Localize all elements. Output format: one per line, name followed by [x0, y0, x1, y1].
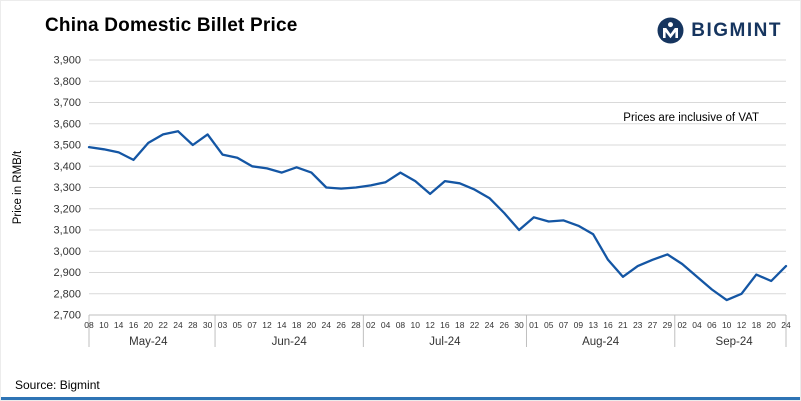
- svg-text:10: 10: [99, 320, 109, 330]
- svg-text:14: 14: [114, 320, 124, 330]
- svg-text:14: 14: [277, 320, 287, 330]
- svg-text:3,700: 3,700: [53, 97, 81, 109]
- svg-text:18: 18: [292, 320, 302, 330]
- svg-text:06: 06: [707, 320, 717, 330]
- svg-text:05: 05: [233, 320, 243, 330]
- svg-text:Jul-24: Jul-24: [429, 336, 461, 348]
- svg-text:12: 12: [737, 320, 747, 330]
- svg-text:3,900: 3,900: [53, 55, 81, 67]
- bottom-accent-bar: [1, 397, 800, 400]
- svg-text:29: 29: [663, 320, 673, 330]
- svg-text:01: 01: [529, 320, 539, 330]
- svg-text:18: 18: [752, 320, 762, 330]
- svg-text:20: 20: [307, 320, 317, 330]
- svg-text:2,700: 2,700: [53, 310, 81, 322]
- bigmint-logo-icon: [657, 17, 684, 44]
- svg-text:Price in RMB/t: Price in RMB/t: [12, 150, 24, 224]
- svg-text:03: 03: [218, 320, 228, 330]
- svg-text:21: 21: [618, 320, 628, 330]
- svg-text:07: 07: [247, 320, 257, 330]
- svg-text:26: 26: [336, 320, 346, 330]
- billet-price-chart: 2,700 2,800 2,900 3,000 3,100 3,200 3,300 3,400…: [12, 55, 791, 349]
- svg-text:24: 24: [173, 320, 183, 330]
- svg-text:04: 04: [692, 320, 702, 330]
- svg-text:09: 09: [574, 320, 584, 330]
- svg-text:Aug-24: Aug-24: [582, 336, 620, 348]
- chart-area: 2,700 2,800 2,900 3,000 3,100 3,200 3,300 3,400…: [1, 45, 800, 357]
- svg-text:2,900: 2,900: [53, 267, 81, 279]
- svg-text:3,000: 3,000: [53, 246, 81, 258]
- svg-text:22: 22: [470, 320, 480, 330]
- svg-text:02: 02: [366, 320, 376, 330]
- svg-text:30: 30: [514, 320, 524, 330]
- svg-text:3,200: 3,200: [53, 203, 81, 215]
- svg-text:23: 23: [633, 320, 643, 330]
- svg-text:08: 08: [396, 320, 406, 330]
- svg-text:27: 27: [648, 320, 658, 330]
- svg-text:22: 22: [158, 320, 168, 330]
- svg-text:26: 26: [499, 320, 509, 330]
- svg-text:02: 02: [677, 320, 687, 330]
- svg-text:Sep-24: Sep-24: [716, 336, 754, 348]
- bigmint-logo: BIGMINT: [657, 17, 782, 44]
- bigmint-logo-text: BIGMINT: [691, 19, 782, 41]
- svg-text:12: 12: [425, 320, 435, 330]
- vat-annotation: Prices are inclusive of VAT: [623, 112, 759, 124]
- source-label: Source: Bigmint: [15, 378, 100, 392]
- svg-text:3,800: 3,800: [53, 76, 81, 88]
- svg-text:10: 10: [411, 320, 421, 330]
- svg-text:07: 07: [559, 320, 569, 330]
- svg-text:13: 13: [588, 320, 598, 330]
- svg-text:3,500: 3,500: [53, 140, 81, 152]
- svg-text:20: 20: [144, 320, 154, 330]
- svg-text:28: 28: [188, 320, 198, 330]
- svg-text:16: 16: [440, 320, 450, 330]
- chart-header: China Domestic Billet Price BIGMINT: [1, 1, 800, 45]
- svg-text:Jun-24: Jun-24: [272, 336, 308, 348]
- svg-text:May-24: May-24: [129, 336, 168, 348]
- svg-text:20: 20: [766, 320, 776, 330]
- page-title: China Domestic Billet Price: [45, 15, 298, 36]
- svg-text:24: 24: [322, 320, 332, 330]
- svg-text:16: 16: [129, 320, 139, 330]
- svg-text:05: 05: [544, 320, 554, 330]
- svg-text:16: 16: [603, 320, 613, 330]
- svg-text:24: 24: [485, 320, 495, 330]
- svg-text:04: 04: [381, 320, 391, 330]
- svg-text:12: 12: [262, 320, 272, 330]
- svg-text:3,100: 3,100: [53, 225, 81, 237]
- svg-text:3,300: 3,300: [53, 182, 81, 194]
- svg-text:10: 10: [722, 320, 732, 330]
- svg-text:3,600: 3,600: [53, 118, 81, 130]
- svg-text:18: 18: [455, 320, 465, 330]
- svg-text:30: 30: [203, 320, 213, 330]
- svg-text:3,400: 3,400: [53, 161, 81, 173]
- svg-text:2,800: 2,800: [53, 288, 81, 300]
- svg-text:28: 28: [351, 320, 361, 330]
